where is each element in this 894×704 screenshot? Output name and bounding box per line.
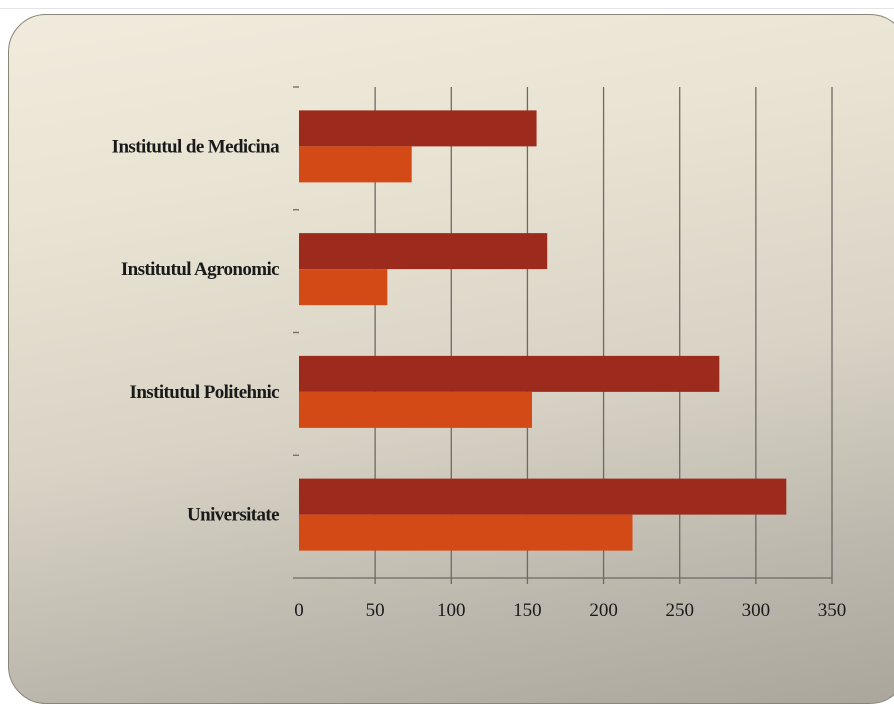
bar-series1-1 xyxy=(299,355,720,392)
bar-series2-2 xyxy=(299,269,388,306)
x-tick-label: 150 xyxy=(513,600,542,621)
labels: Universitate Institutul Politehnic Institu… xyxy=(112,136,847,621)
category-label: Institutul de Medicina xyxy=(112,136,280,157)
x-tick-label: 200 xyxy=(589,600,618,621)
x-tick-label: 250 xyxy=(665,600,694,621)
x-tick-label: 100 xyxy=(437,600,466,621)
bars xyxy=(299,110,787,551)
category-label: Institutul Politehnic xyxy=(130,382,280,403)
bar-series2-3 xyxy=(299,146,412,183)
bar-series2-0 xyxy=(299,514,633,551)
bar-chart: Universitate Institutul Politehnic Institu… xyxy=(112,86,847,621)
x-tick-label: 50 xyxy=(366,600,385,621)
x-tick-label: 300 xyxy=(742,600,771,621)
top-border xyxy=(0,0,894,9)
axes xyxy=(293,86,832,579)
category-label: Universitate xyxy=(187,505,279,526)
bar-series1-0 xyxy=(299,478,787,515)
category-label: Institutul Agronomic xyxy=(121,259,279,280)
bar-series2-1 xyxy=(299,391,532,428)
x-tick-label: 350 xyxy=(818,600,847,621)
bar-series1-2 xyxy=(299,233,548,270)
x-tick-label: 0 xyxy=(294,600,304,621)
bar-series1-3 xyxy=(299,110,537,147)
